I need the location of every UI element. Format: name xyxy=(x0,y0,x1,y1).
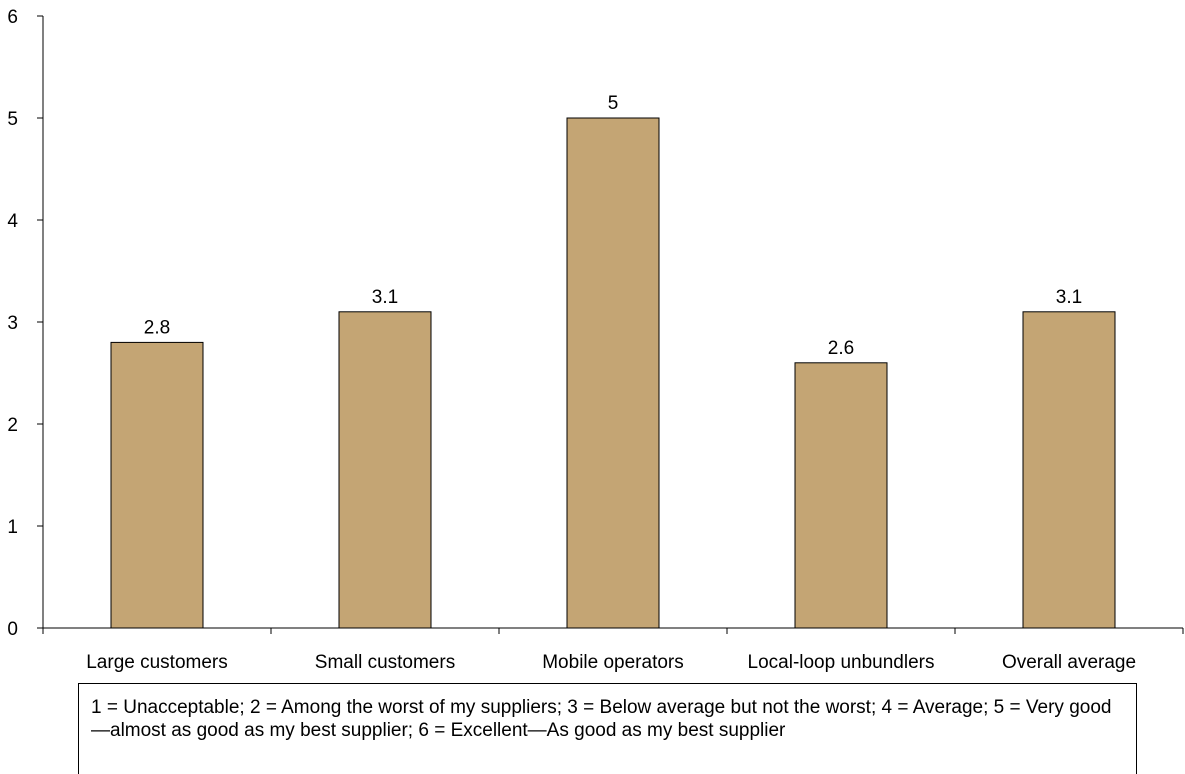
data-label: 5 xyxy=(608,93,619,114)
y-tick-label: 0 xyxy=(7,619,18,640)
bar xyxy=(1022,311,1116,629)
y-tick-label: 5 xyxy=(7,109,18,130)
value-labels: 2.8 3.1 5 2.6 3.1 xyxy=(144,93,1082,359)
bar xyxy=(338,311,432,629)
scale-note: 1 = Unacceptable; 2 = Among the worst of… xyxy=(78,683,1137,774)
x-axis: Large customers Small customers Mobile ope… xyxy=(42,627,1184,673)
data-label: 3.1 xyxy=(372,287,398,308)
data-label: 3.1 xyxy=(1056,287,1082,308)
y-tick-label: 1 xyxy=(7,517,18,538)
y-tick-label: 4 xyxy=(7,211,18,232)
data-label: 2.8 xyxy=(144,317,170,338)
x-tick-label: Mobile operators xyxy=(542,652,684,673)
x-tick-label: Local-loop unbundlers xyxy=(748,652,935,673)
x-tick-label: Small customers xyxy=(315,652,455,673)
data-label: 2.6 xyxy=(828,338,854,359)
bar xyxy=(110,341,204,629)
scale-note-text: 1 = Unacceptable; 2 = Among the worst of… xyxy=(91,697,1112,741)
x-tick-label: Large customers xyxy=(86,652,228,673)
bar xyxy=(794,362,888,629)
y-tick-label: 3 xyxy=(7,313,18,334)
bar xyxy=(566,117,660,629)
bars xyxy=(110,117,1116,629)
y-tick-label: 6 xyxy=(7,7,18,28)
x-tick-label: Overall average xyxy=(1002,652,1136,673)
y-tick-label: 2 xyxy=(7,415,18,436)
y-axis: 0 1 2 3 4 5 6 xyxy=(7,7,44,640)
